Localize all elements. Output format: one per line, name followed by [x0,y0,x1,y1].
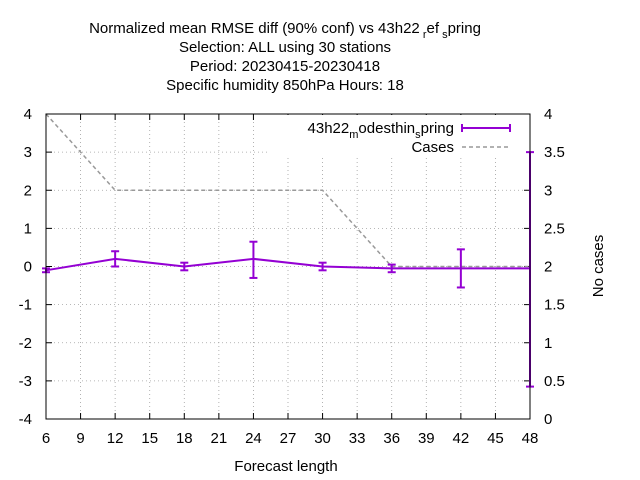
legend: 43h22modesthinspring Cases [270,115,528,156]
title-line-3: Period: 20230415-20230418 [190,58,380,75]
right-axis-label: No cases [590,235,607,298]
y2-tick-label: 4 [544,106,552,123]
title-line-4: Specific humidity 850hPa Hours: 18 [166,77,404,94]
y-tick-label: 3 [24,144,32,161]
y2-tick-label: 0.5 [544,373,565,390]
y2-tick-label: 2.5 [544,220,565,237]
x-tick-label: 27 [280,430,297,447]
legend-main-b: odesthin [358,120,415,137]
legend-main-a: 43h22 [308,120,350,137]
legend-main-c: pring [421,120,454,137]
x-tick-label: 48 [522,430,539,447]
y-tick-label: -2 [19,335,32,352]
x-tick-label: 9 [76,430,84,447]
y-tick-label: -3 [19,373,32,390]
x-tick-label: 39 [418,430,435,447]
left-axis: -4 -3 -2 -1 0 1 2 3 4 [19,106,52,428]
chart-title: Normalized mean RMSE diff (90% conf) vs … [89,20,481,94]
x-tick-label: 36 [383,430,400,447]
x-axis-label: Forecast length [234,458,337,475]
legend-main-sub1: m [349,129,358,141]
x-tick-label: 42 [453,430,470,447]
x-tick-label: 30 [314,430,331,447]
x-tick-label: 24 [245,430,262,447]
plot-frame [45,113,531,420]
y-tick-label: 0 [24,259,32,276]
title-line-1: Normalized mean RMSE diff (90% conf) vs … [89,20,481,41]
x-tick-label: 6 [42,430,50,447]
legend-label-cases: Cases [411,139,454,156]
y-tick-label: 2 [24,182,32,199]
y2-tick-label: 1.5 [544,297,565,314]
title-line-2: Selection: ALL using 30 stations [179,39,391,56]
y2-tick-label: 2 [544,259,552,276]
y2-tick-label: 3.5 [544,144,565,161]
y2-tick-label: 1 [544,335,552,352]
legend-sample-main [461,124,511,132]
x-tick-label: 15 [141,430,158,447]
series-cases [45,113,530,268]
main-series-line [45,257,530,272]
title-line-1-sub-s: s [439,29,448,41]
x-tick-label: 33 [349,430,366,447]
x-tick-label: 18 [176,430,193,447]
title-line-1-sub-r: r [420,29,427,41]
y-tick-label: 1 [24,220,32,237]
x-tick-label: 45 [487,430,504,447]
x-tick-label: 12 [107,430,124,447]
legend-main-sub2: s [415,129,421,141]
y2-tick-label: 0 [544,411,552,428]
legend-background [270,115,528,155]
x-tick-label: 21 [211,430,228,447]
cases-line [45,113,530,268]
x-axis: 6 9 12 15 18 21 24 27 30 33 36 39 42 45 48 [42,114,539,447]
legend-label-main: 43h22modesthinspring [308,120,454,141]
series-main [42,151,534,388]
title-line-1-part-b: ef [427,20,440,37]
title-line-1-part-a: Normalized mean RMSE diff (90% conf) vs … [89,20,420,37]
y-tick-label: 4 [24,106,32,123]
y-tick-label: -1 [19,297,32,314]
y-tick-label: -4 [19,411,32,428]
title-line-1-part-c: pring [448,20,481,37]
right-axis: 0 0.5 1 1.5 2 2.5 3 3.5 4 [524,106,565,428]
y2-tick-label: 3 [544,182,552,199]
